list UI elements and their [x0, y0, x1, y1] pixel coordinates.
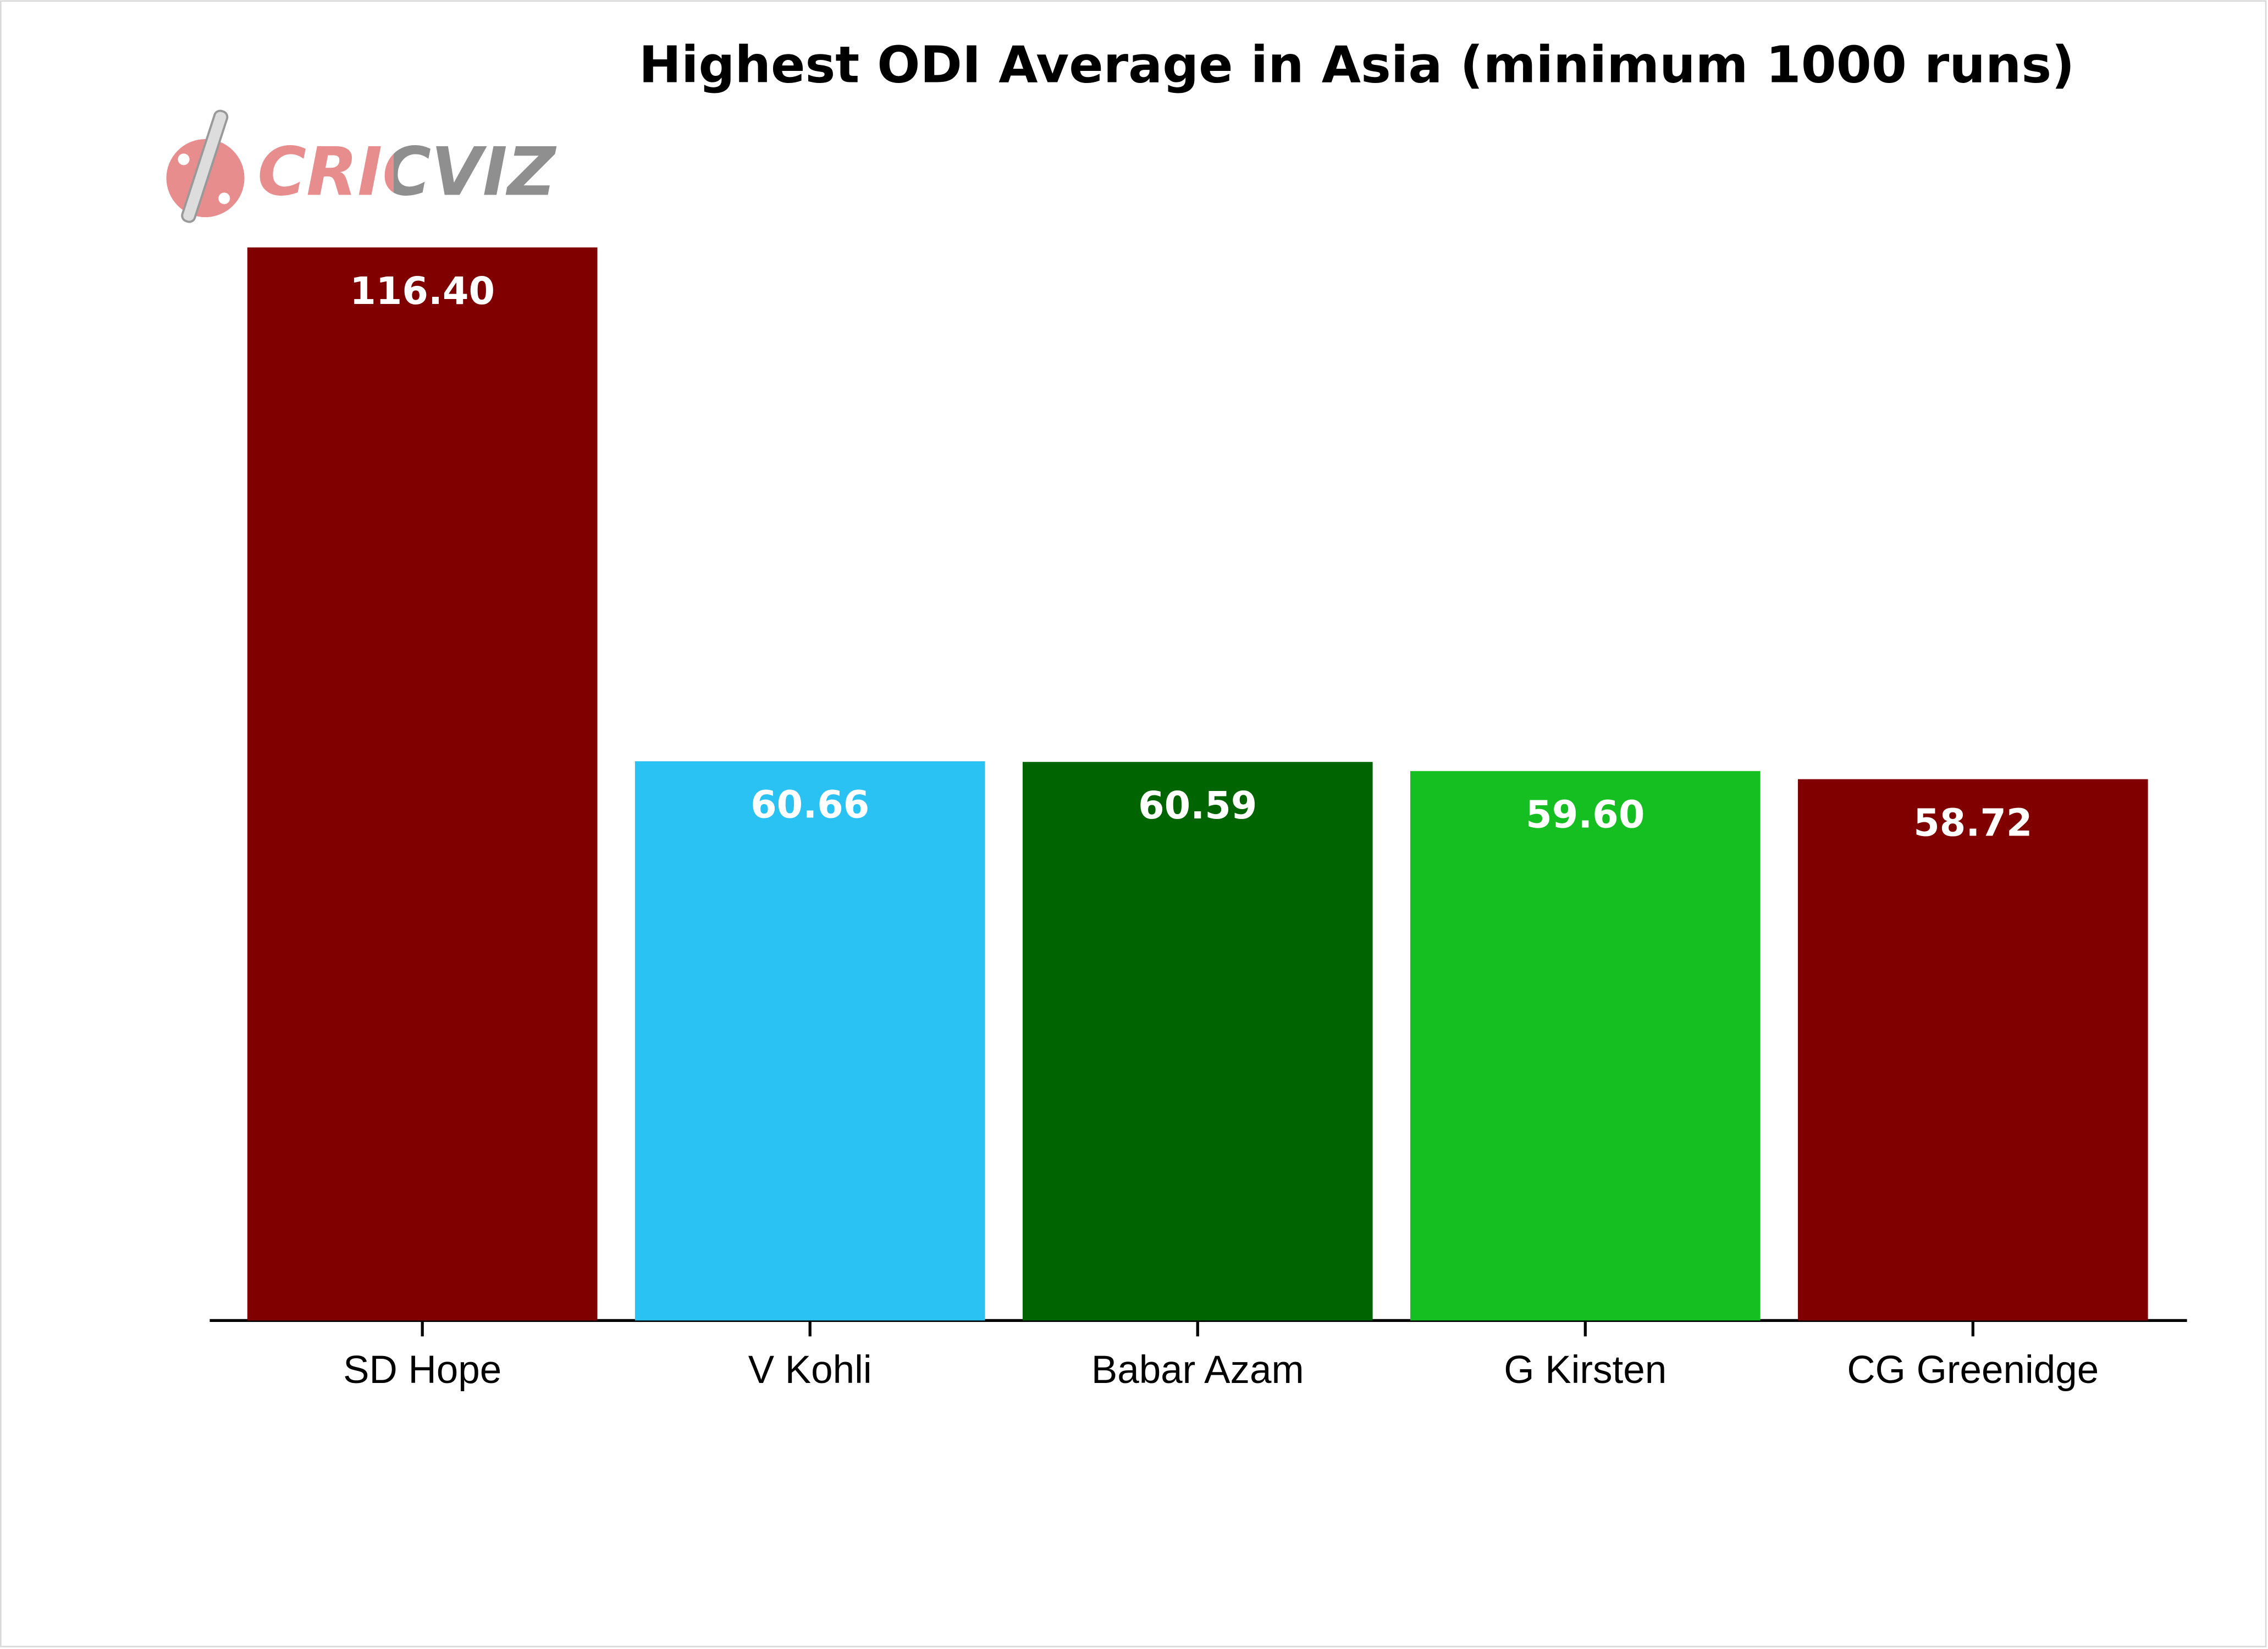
logo-icon: [166, 109, 245, 223]
x-tick-label: CG Greenidge: [1847, 1348, 2099, 1392]
bar: [634, 761, 985, 1321]
x-tick-label: Babar Azam: [1091, 1348, 1304, 1392]
x-tick-label: G Kirsten: [1504, 1348, 1666, 1392]
value-label: 59.60: [1526, 794, 1645, 837]
bar: [247, 247, 598, 1321]
x-tick-label: SD Hope: [343, 1348, 501, 1392]
value-label: 116.40: [350, 270, 495, 313]
value-label: 60.66: [751, 784, 869, 827]
value-label: 58.72: [1913, 801, 2032, 845]
bar: [1798, 779, 2148, 1321]
logo-text: CRICVIZ: [257, 134, 556, 211]
value-label: 60.59: [1138, 784, 1257, 828]
chart-title: Highest ODI Average in Asia (minimum 100…: [639, 36, 2074, 95]
bar: [1022, 762, 1373, 1321]
x-tick-label: V Kohli: [748, 1348, 872, 1392]
bar: [1410, 771, 1761, 1321]
